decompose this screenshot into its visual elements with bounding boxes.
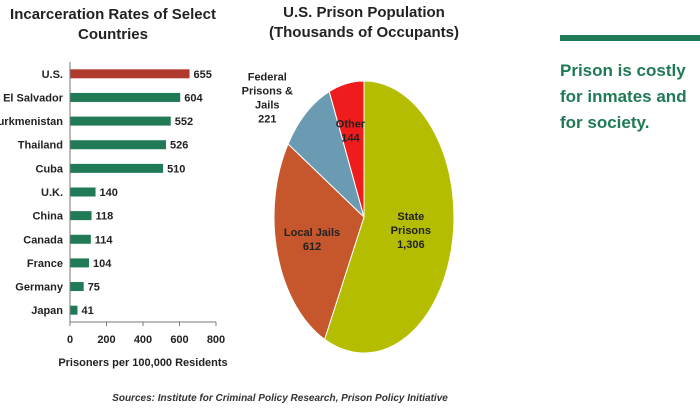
pie-slice-label: Other xyxy=(336,118,366,130)
pie-labels: State Prisons 1,306 Local Jails 612 Federal Pr… xyxy=(242,71,431,253)
bar-value-label: 104 xyxy=(93,258,112,270)
pie-slice-label: State xyxy=(397,211,424,223)
bar xyxy=(70,116,171,126)
pie-slice-value: 221 xyxy=(258,113,276,125)
bar xyxy=(70,92,181,102)
bar-chart: Incarceration Rates of Select Countries … xyxy=(0,6,228,369)
bar-marks: U.S. 655 El Salvador 604 Turkmenistan 552 Thai… xyxy=(0,69,212,317)
bar-value-label: 140 xyxy=(100,187,118,199)
bar-category-label: U.S. xyxy=(42,69,63,81)
bar-category-label: France xyxy=(27,258,63,270)
bar-chart-title-line-1: Incarceration Rates of Select xyxy=(10,6,216,23)
pie-slice-value: 144 xyxy=(341,132,360,144)
pie-slice-label: Federal xyxy=(248,71,287,83)
bar-chart-title-line-2: Countries xyxy=(78,26,148,43)
pie-slice-label: Prisons & xyxy=(242,85,293,97)
bar-category-label: Thailand xyxy=(18,140,63,152)
bar-category-label: Canada xyxy=(23,234,64,246)
x-tick-label: 200 xyxy=(97,334,115,346)
pie-slice-value: 1,306 xyxy=(397,239,425,251)
bar xyxy=(70,211,92,221)
bar xyxy=(70,69,190,79)
bar-category-label: El Salvador xyxy=(3,92,64,104)
bar-x-axis-label: Prisoners per 100,000 Residents xyxy=(58,357,227,369)
bar-category-label: U.K. xyxy=(41,187,63,199)
bar-category-label: Japan xyxy=(31,305,63,317)
pie-slice xyxy=(328,80,365,218)
pie-chart-title-line-1: U.S. Prison Population xyxy=(283,4,445,21)
pie-slice-label: Jails xyxy=(255,99,279,111)
bar-x-ticks: 0 200 400 600 800 xyxy=(67,322,225,346)
side-message: Prison is costly for inmates and for soc… xyxy=(560,61,687,132)
pie-slice-label: Local Jails xyxy=(284,227,340,239)
pie-slice-label: Prisons xyxy=(391,225,431,237)
bar-category-label: Cuba xyxy=(36,163,64,175)
bar-value-label: 114 xyxy=(95,234,114,246)
pie-chart: U.S. Prison Population (Thousands of Occ… xyxy=(242,4,459,354)
x-tick-label: 0 xyxy=(67,334,73,346)
bar-value-label: 510 xyxy=(167,163,185,175)
bar xyxy=(70,163,164,173)
bar xyxy=(70,187,96,197)
bar-value-label: 75 xyxy=(88,282,100,294)
bar-value-label: 552 xyxy=(175,116,193,128)
x-tick-label: 600 xyxy=(170,334,188,346)
pie-slice xyxy=(273,143,365,341)
bar xyxy=(70,305,78,315)
bar xyxy=(70,234,91,244)
bar xyxy=(70,258,89,268)
pie-chart-title-line-2: (Thousands of Occupants) xyxy=(269,24,459,41)
pie-slice-value: 612 xyxy=(303,241,321,253)
bar-value-label: 118 xyxy=(96,211,114,223)
side-accent-bar xyxy=(560,35,700,41)
bar-value-label: 41 xyxy=(81,305,93,317)
x-tick-label: 400 xyxy=(134,334,152,346)
x-tick-label: 800 xyxy=(207,334,225,346)
bar xyxy=(70,140,166,150)
pie-slices xyxy=(273,80,455,354)
bar-category-label: Turkmenistan xyxy=(0,116,63,128)
bar-category-label: China xyxy=(32,211,63,223)
bar-value-label: 526 xyxy=(170,140,188,152)
bar-value-label: 604 xyxy=(184,92,203,104)
bar-value-label: 655 xyxy=(194,69,212,81)
source-note: Sources: Institute for Criminal Policy R… xyxy=(112,393,448,404)
bar-category-label: Germany xyxy=(15,282,64,294)
bar xyxy=(70,282,84,292)
pie-slice xyxy=(287,90,365,219)
pie-slice xyxy=(324,80,455,354)
